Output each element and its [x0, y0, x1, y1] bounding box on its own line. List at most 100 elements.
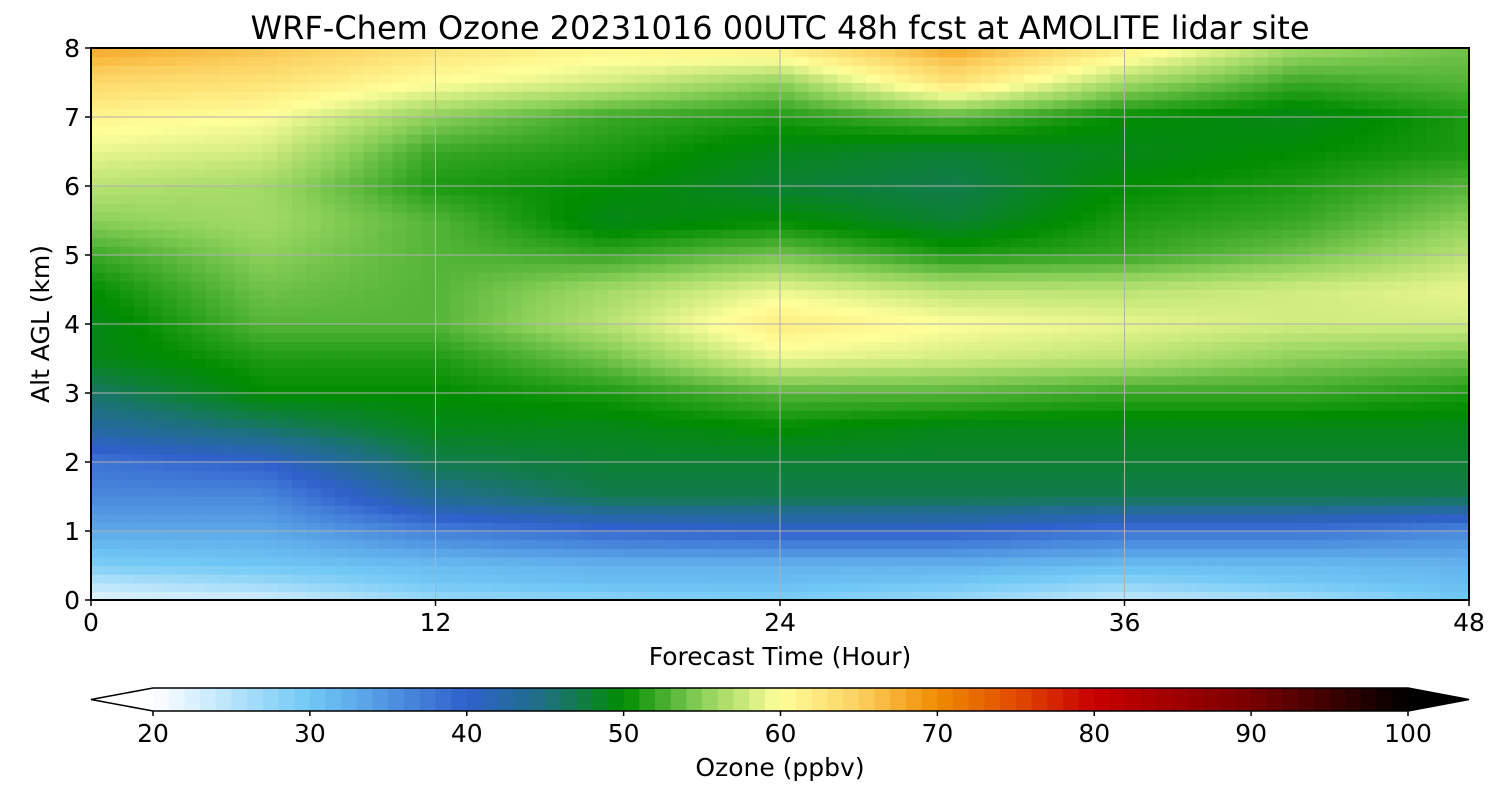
ozone-cell [1181, 280, 1197, 291]
ozone-cell [736, 444, 752, 454]
ozone-cell [1325, 263, 1341, 273]
ozone-cell [995, 539, 1011, 549]
ozone-cell [435, 574, 451, 584]
ozone-cell [492, 548, 508, 558]
ozone-cell [650, 280, 666, 291]
ozone-cell [449, 479, 465, 489]
ozone-cell [665, 332, 681, 342]
ozone-cell [1311, 582, 1327, 592]
ozone-cell [952, 160, 968, 170]
ozone-cell [751, 237, 767, 247]
ozone-cell [823, 384, 839, 394]
ozone-cell [507, 349, 523, 360]
ozone-cell [1024, 194, 1039, 204]
ozone-cell [1052, 591, 1068, 601]
ozone-cell [607, 263, 623, 273]
ozone-cell [1425, 427, 1441, 437]
ozone-cell [1311, 220, 1327, 230]
ozone-cell [464, 444, 480, 454]
ozone-cell [1253, 418, 1269, 429]
ozone-cell [105, 591, 121, 601]
ozone-cell [277, 203, 293, 213]
ozone-cell [980, 565, 996, 575]
ozone-cell [320, 470, 336, 480]
ozone-cell [449, 393, 465, 403]
ozone-cell [191, 151, 207, 161]
ozone-cell [607, 487, 623, 498]
ozone-cell [119, 487, 135, 498]
ozone-cell [837, 341, 853, 351]
ozone-cell [866, 505, 882, 515]
ozone-cell [378, 367, 394, 377]
ozone-cell [751, 324, 767, 334]
ozone-cell [435, 237, 451, 247]
ozone-cell [1024, 341, 1039, 351]
ozone-cell [1124, 531, 1140, 541]
ozone-cell [1224, 272, 1240, 282]
ozone-cell [851, 427, 867, 437]
ozone-cell [794, 255, 810, 265]
ozone-cell [148, 453, 164, 463]
ozone-cell [1110, 462, 1126, 472]
ozone-cell [378, 582, 394, 592]
ozone-cell [148, 574, 164, 584]
ozone-cell [320, 582, 336, 592]
ozone-cell [1425, 522, 1441, 532]
ozone-cell [679, 522, 695, 532]
ozone-cell [780, 556, 795, 567]
ozone-cell [823, 565, 839, 575]
ozone-cell [622, 263, 638, 273]
ozone-cell [1282, 289, 1298, 299]
ozone-cell [335, 418, 350, 429]
ozone-cell [866, 539, 882, 549]
ozone-cell [263, 358, 279, 368]
ozone-cell [1067, 151, 1083, 161]
ozone-cell [923, 272, 939, 282]
ozone-cell [449, 591, 465, 601]
ozone-cell [1440, 401, 1456, 411]
ozone-cell [650, 401, 666, 411]
ozone-cell [894, 358, 910, 368]
ozone-cell [535, 367, 551, 377]
ozone-cell [693, 332, 709, 342]
ozone-cell [478, 513, 494, 523]
ozone-cell [593, 401, 609, 411]
ozone-cell [507, 168, 523, 178]
ozone-cell [1038, 505, 1054, 515]
ozone-cell [119, 453, 135, 463]
ozone-cell [1397, 410, 1413, 420]
ozone-cell [1411, 367, 1427, 377]
ozone-cell [105, 418, 121, 429]
ozone-cell [837, 574, 853, 584]
ozone-cell [1181, 496, 1197, 506]
ozone-cell [894, 401, 910, 411]
ozone-cell [837, 444, 853, 454]
ozone-cell [1196, 151, 1212, 161]
ozone-cell [1239, 246, 1255, 256]
ozone-cell [1110, 332, 1126, 342]
ozone-cell [1095, 341, 1111, 351]
ozone-cell [866, 522, 882, 532]
ozone-cell [980, 151, 996, 161]
ozone-cell [736, 513, 752, 523]
ozone-cell [564, 574, 580, 584]
ozone-cell [1153, 513, 1169, 523]
ozone-cell [435, 263, 451, 273]
ozone-cell [851, 194, 867, 204]
ozone-cell [1268, 168, 1283, 178]
ozone-cell [406, 367, 422, 377]
ozone-cell [320, 556, 336, 567]
ozone-cell [1153, 582, 1169, 592]
ozone-cell [823, 272, 839, 282]
ozone-cell [866, 237, 882, 247]
ozone-cell [1382, 470, 1398, 480]
ozone-cell [349, 427, 365, 437]
ozone-cell [478, 229, 494, 239]
ozone-cell [119, 513, 135, 523]
ozone-cell [478, 393, 494, 403]
ozone-cell [736, 427, 752, 437]
ozone-cell [607, 341, 623, 351]
ozone-cell [937, 237, 953, 247]
ozone-cell [1167, 591, 1183, 601]
ozone-cell [220, 332, 236, 342]
